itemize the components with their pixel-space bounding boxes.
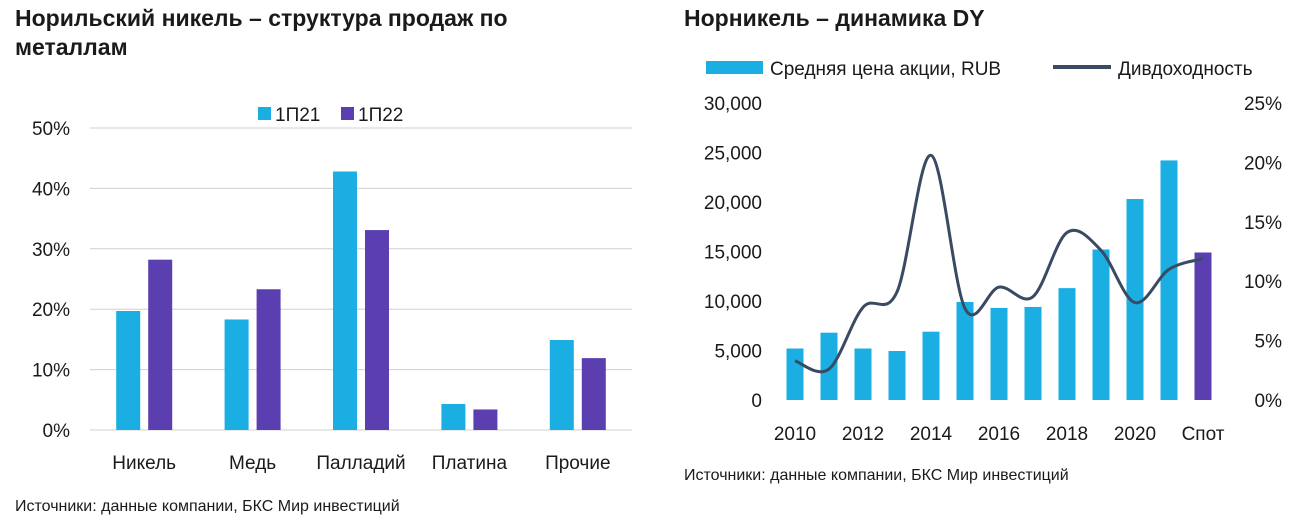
x-tick-label: 2016 [978, 424, 1020, 445]
legend-label: 1П22 [358, 105, 403, 126]
y-tick-label: 20% [32, 300, 70, 321]
bar-series-a [441, 404, 466, 430]
bar [922, 331, 940, 400]
y-left-tick-label: 10,000 [704, 292, 762, 313]
y-tick-label: 40% [32, 179, 70, 200]
x-tick-label: 2010 [774, 424, 816, 445]
x-tick-label: Никель [112, 453, 176, 474]
x-tick-label: 2020 [1114, 424, 1156, 445]
y-left-tick-label: 25,000 [704, 144, 762, 165]
bar-series-b [365, 230, 389, 430]
bar [1160, 160, 1178, 400]
y-right-tick-label: 25% [1244, 94, 1282, 115]
legend-swatch [341, 107, 354, 120]
dividend-yield-line [794, 153, 1204, 374]
x-tick-label: Палладий [316, 453, 405, 474]
x-tick-label: Платина [432, 453, 508, 474]
bar [1126, 199, 1144, 400]
bar-series-b [473, 409, 498, 430]
y-tick-label: 30% [32, 240, 70, 261]
y-right-tick-label: 10% [1244, 272, 1282, 293]
bar [990, 307, 1008, 400]
y-left-tick-label: 15,000 [704, 243, 762, 264]
bar [854, 348, 872, 400]
left-source-note: Источники: данные компании, БКС Мир инве… [15, 498, 400, 515]
x-tick-label: 2018 [1046, 424, 1088, 445]
bar-series-b [581, 358, 606, 430]
y-right-tick-label: 5% [1255, 332, 1283, 353]
y-right-tick-label: 0% [1255, 391, 1283, 412]
legend-swatch-bars [706, 61, 763, 74]
x-tick-label: Спот [1182, 424, 1225, 445]
right-source-note: Источники: данные компании, БКС Мир инве… [684, 467, 1069, 484]
bar [820, 332, 838, 400]
y-tick-label: 10% [32, 361, 70, 382]
bar [956, 301, 974, 400]
x-tick-label: 2014 [910, 424, 953, 445]
bar [1024, 306, 1042, 400]
bar-series-a [224, 319, 249, 430]
y-right-tick-label: 20% [1244, 153, 1282, 174]
bar-series-b [148, 259, 173, 430]
bar-highlight [1194, 252, 1212, 400]
y-right-tick-label: 15% [1244, 213, 1282, 234]
y-left-tick-label: 0 [751, 391, 762, 412]
y-left-tick-label: 20,000 [704, 193, 762, 214]
y-left-tick-label: 5,000 [714, 342, 762, 363]
legend-label-bars: Средняя цена акции, RUB [770, 59, 1001, 80]
bar [786, 348, 804, 400]
x-tick-label: Прочие [545, 453, 610, 474]
y-tick-label: 50% [32, 119, 70, 140]
legend-label-line: Дивдоходность [1118, 59, 1253, 80]
x-tick-label: Медь [229, 453, 276, 474]
bar [1058, 288, 1076, 400]
bar-series-b [256, 289, 281, 430]
y-left-tick-label: 30,000 [704, 94, 762, 115]
bar-series-a [333, 171, 357, 430]
bar [1092, 249, 1110, 400]
y-tick-label: 0% [43, 421, 71, 442]
right-chart-title: Норникель – динамика DY [684, 5, 985, 31]
sales-structure-chart: 0% 10% 20% 30% 40% 50% Никель Медь Палладий Плати… [32, 105, 632, 474]
legend-label: 1П21 [275, 105, 320, 126]
bar-series-a [116, 311, 141, 430]
x-tick-label: 2012 [842, 424, 884, 445]
bar-series-a [549, 340, 574, 430]
legend-swatch [258, 107, 271, 120]
bar [888, 350, 906, 400]
left-chart-title: Норильский никель – структура продаж по … [15, 5, 508, 60]
